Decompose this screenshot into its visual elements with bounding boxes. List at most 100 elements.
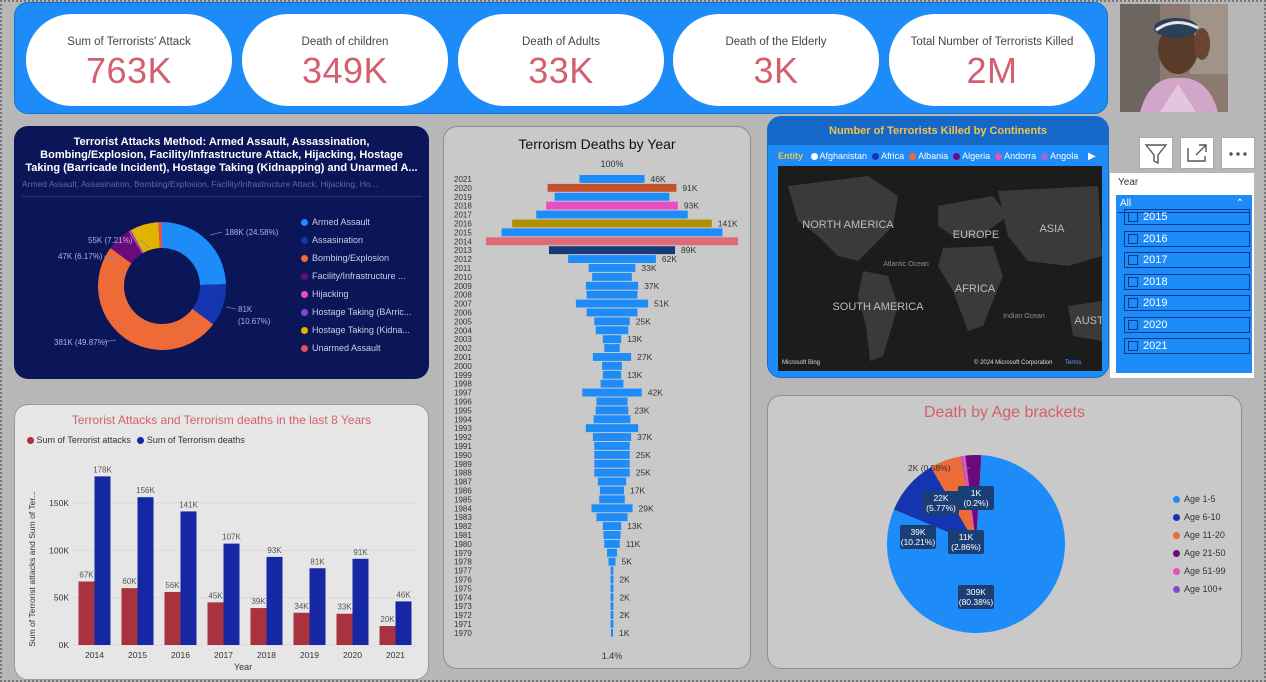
map-entity-item[interactable]: Algeria [953,151,990,161]
checkbox-icon[interactable] [1128,341,1138,351]
pie-legend-item[interactable]: Age 11-20 [1173,530,1225,540]
funnel-bar[interactable] [610,602,614,611]
funnel-bar[interactable] [599,486,625,495]
map-terms-link[interactable]: Terms [1065,360,1081,366]
donut-legend-item[interactable]: Assasination [301,235,363,245]
donut-legend-item[interactable]: Hijacking [301,289,349,299]
slicer-dropdown[interactable]: All ⌃ [1118,197,1250,213]
checkbox-icon[interactable] [1128,212,1138,222]
donut-slice[interactable] [130,222,160,253]
funnel-bar[interactable] [592,353,632,361]
kpi-card-adults[interactable]: Death of Adults 33K [458,14,664,106]
donut-slice[interactable] [128,230,143,254]
funnel-bar[interactable] [585,281,639,290]
world-map[interactable]: NORTH AMERICA EUROPE ASIA AFRICA SOUTH A… [778,166,1102,371]
funnel-bar[interactable] [554,192,670,201]
funnel-bar[interactable] [582,388,642,397]
funnel-bar[interactable] [610,593,614,602]
map-entity-item[interactable]: Andorra [995,151,1036,161]
funnel-bar[interactable] [594,317,630,326]
donut-legend-item[interactable]: Hostage Taking (BArric... [301,307,411,317]
funnel-bar[interactable] [592,272,632,281]
donut-legend-item[interactable]: Armed Assault [301,217,370,227]
slicer-list[interactable]: All ⌃ 2015 2016 2017 2018 2019 2020 2021 [1116,195,1252,373]
bar[interactable] [293,612,310,645]
slicer-option[interactable]: 2018 [1124,273,1250,290]
kpi-card-attacks[interactable]: Sum of Terrorists' Attack 763K [26,14,232,106]
funnel-bar[interactable] [604,344,620,352]
filter-button[interactable] [1139,137,1173,169]
checkbox-icon[interactable] [1128,276,1138,287]
bar[interactable] [266,556,283,645]
funnel-bar[interactable] [586,308,638,317]
funnel-bar[interactable] [610,584,614,593]
bar[interactable] [121,588,138,645]
funnel-bar[interactable] [594,459,630,468]
funnel-bar[interactable] [602,370,622,379]
kpi-card-terrorists-killed[interactable]: Total Number of Terrorists Killed 2M [889,14,1095,106]
funnel-bar[interactable] [579,175,645,183]
pie-legend-item[interactable]: Age 6-10 [1173,512,1221,522]
bar[interactable] [78,581,95,645]
bar[interactable] [94,476,111,645]
funnel-bar[interactable] [610,566,614,575]
donut-slice[interactable] [158,222,162,249]
funnel-bar[interactable] [585,424,639,433]
donut-slice[interactable] [129,230,144,254]
funnel-bar[interactable] [575,299,649,308]
funnel-bar[interactable] [588,264,636,272]
bar[interactable] [336,613,353,645]
funnel-bar[interactable] [602,335,622,344]
donut-legend-item[interactable]: Unarmed Assault [301,343,381,353]
donut-chart[interactable]: 188K (24.58%) 81K (10.67%) 381K (49.87%)… [14,200,314,379]
slicer-option[interactable]: 2015 [1124,209,1250,225]
bar[interactable] [164,591,181,645]
funnel-bar[interactable] [536,210,688,219]
donut-legend-item[interactable]: Bombing/Explosion [301,253,389,263]
funnel-bar[interactable] [486,237,738,246]
pie-legend-item[interactable]: Age 100+ [1173,584,1223,594]
funnel-bar[interactable] [594,468,630,477]
funnel-bar[interactable] [595,406,629,415]
funnel-bar[interactable] [586,290,638,299]
funnel-bar[interactable] [592,433,632,441]
bar[interactable] [395,601,412,645]
funnel-bar[interactable] [595,326,629,335]
bar[interactable] [137,497,154,645]
funnel-bar[interactable] [608,557,616,566]
slicer-option[interactable]: 2017 [1124,252,1250,268]
funnel-bar[interactable] [611,628,613,637]
funnel-bar[interactable] [610,575,614,584]
age-pie-chart[interactable]: 309K(80.38%) 39K(10.21%) 22K(5.77%) 11K(2.8… [768,426,1168,666]
funnel-bar[interactable] [607,548,617,557]
funnel-bar[interactable] [610,611,614,619]
donut-legend-item[interactable]: Facility/Infrastructure ... [301,271,406,281]
funnel-bar[interactable] [594,442,630,450]
map-entity-item[interactable]: Afghanistan [810,151,867,161]
funnel-bar[interactable] [602,522,622,530]
donut-slice[interactable] [98,247,214,350]
slicer-option[interactable]: 2020 [1124,316,1250,333]
funnel-bar[interactable] [549,246,675,255]
slicer-option[interactable]: 2021 [1124,338,1250,354]
slicer-option[interactable]: 2016 [1124,230,1250,247]
funnel-bar[interactable] [591,504,633,513]
pie-legend-item[interactable]: Age 21-50 [1173,548,1226,558]
pie-legend-item[interactable]: Age 1-5 [1173,494,1216,504]
map-entity-item[interactable]: Africa [872,151,904,161]
funnel-bar[interactable] [597,477,627,486]
kpi-card-children[interactable]: Death of children 349K [242,14,448,106]
bar[interactable] [309,568,326,645]
bar[interactable] [223,543,240,645]
funnel-bar[interactable] [594,450,630,459]
checkbox-icon[interactable] [1128,319,1138,330]
funnel-bar[interactable] [602,361,622,370]
map-entity-item[interactable]: Albania [909,151,948,161]
kpi-card-elderly[interactable]: Death of the Elderly 3K [673,14,879,106]
legend-next-icon[interactable]: ▶ [1088,151,1096,162]
checkbox-icon[interactable] [1128,298,1138,308]
funnel-bar[interactable] [512,219,712,228]
donut-slice[interactable] [162,222,226,285]
funnel-bar[interactable] [603,531,621,539]
